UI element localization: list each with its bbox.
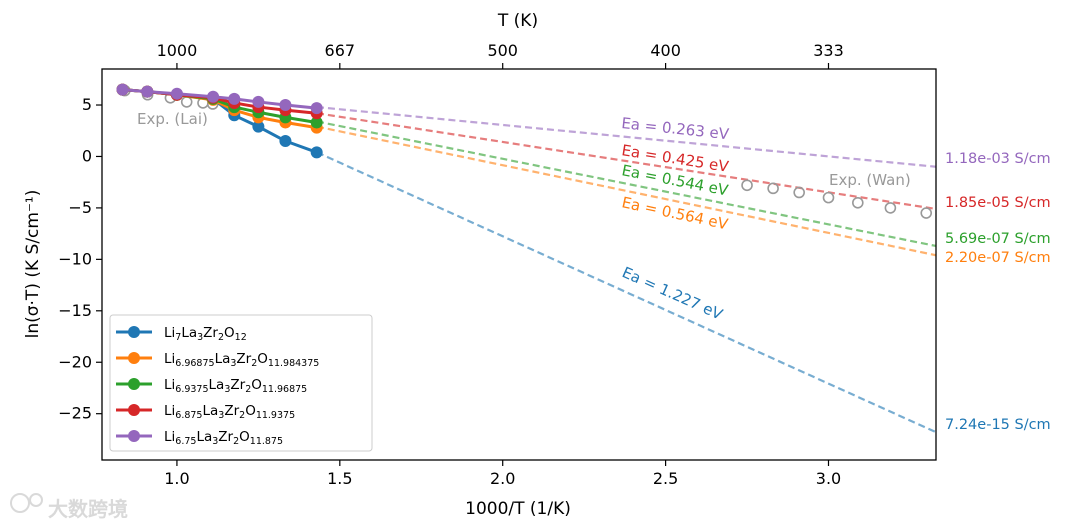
x-tick-label: 2.5: [653, 469, 678, 488]
ea-label-orange: Ea = 0.564 eV: [620, 193, 730, 233]
legend-marker: [128, 326, 140, 338]
data-point: [310, 102, 323, 115]
rt-label-green: 5.69e-07 S/cm: [945, 231, 1051, 247]
data-point: [116, 83, 129, 96]
top-tick-label: 400: [650, 41, 681, 60]
x-axis-label: 1000/T (1/K): [465, 499, 571, 519]
y-tick-label: −20: [58, 352, 92, 371]
legend-label: Li7La3Zr2O12: [164, 325, 247, 343]
exp-point: [180, 96, 193, 108]
fit-line: [316, 120, 937, 248]
watermark-text: 大数跨境: [48, 497, 128, 521]
top-tick-label: 1000: [157, 41, 198, 60]
watermark-logo-icon: [10, 493, 30, 513]
x-tick-label: 1.0: [164, 469, 189, 488]
rt-label-red: 1.85e-05 S/cm: [945, 195, 1051, 211]
data-point: [252, 120, 265, 133]
legend-marker: [128, 430, 140, 442]
rt-label-purple: 1.18e-03 S/cm: [945, 151, 1051, 167]
axes-frame: [101, 68, 937, 461]
data-point: [207, 90, 220, 103]
exp-point: [852, 196, 864, 209]
legend: Li7La3Zr2O12 Li6.96875La3Zr2O11.984375 L…: [109, 314, 373, 452]
top-tick-label: 500: [487, 41, 518, 60]
rt-label-orange: 2.20e-07 S/cm: [945, 250, 1051, 266]
legend-entry: Li7La3Zr2O12: [116, 325, 247, 343]
y-axis-label: ln(σ·T) (K S/cm⁻¹): [23, 190, 43, 339]
data-point: [279, 135, 292, 148]
exp-point: [822, 191, 835, 204]
data-point: [170, 87, 183, 100]
fit-line: [316, 112, 937, 211]
fit-line: [316, 151, 937, 434]
exp-lai-label: Exp. (Lai): [137, 110, 208, 128]
watermark-logo-icon: [29, 493, 43, 507]
fit-line: [316, 105, 937, 168]
y-tick-label: −10: [58, 249, 92, 268]
rt-label-blue: 7.24e-15 S/cm: [945, 417, 1051, 433]
legend-marker: [128, 352, 140, 364]
y-tick-label: 0: [82, 146, 92, 165]
top-tick-label: 333: [813, 41, 844, 60]
x-tick-label: 2.0: [490, 469, 515, 488]
exp-point: [920, 207, 933, 219]
exp-wan-label: Exp. (Wan): [829, 171, 911, 189]
y-tick-label: −15: [58, 301, 92, 320]
axes: 1.0 1.5 2.0 2.5 3.0 1000 667 500 400 333 5 0 −5 −10 −1…: [58, 41, 937, 488]
exp-point: [884, 202, 897, 214]
data-point: [228, 92, 241, 105]
legend-marker: [128, 378, 140, 390]
fit-line: [316, 125, 937, 257]
data-point: [310, 146, 323, 159]
y-tick-label: −5: [68, 198, 92, 217]
exp-point: [767, 182, 779, 195]
x-tick-label: 3.0: [816, 469, 841, 488]
exp-point: [793, 186, 805, 199]
y-tick-label: 5: [82, 95, 92, 114]
y-tick-label: −25: [58, 404, 92, 423]
legend-marker: [128, 404, 140, 416]
data-point: [310, 116, 323, 129]
ea-label-text: Ea = 0.564 eV: [620, 193, 730, 233]
ea-label-blue: Ea = 1.227 eV: [619, 263, 726, 324]
watermark: 大数跨境: [10, 493, 128, 521]
exp-point: [741, 179, 753, 192]
top-axis-label: T (K): [497, 11, 538, 31]
data-point: [279, 99, 292, 112]
ea-label-text: Ea = 1.227 eV: [619, 263, 726, 324]
x-tick-label: 1.5: [327, 469, 352, 488]
data-point: [141, 85, 154, 98]
plot-area: [116, 83, 937, 434]
data-point: [252, 95, 265, 108]
top-tick-label: 667: [325, 41, 356, 60]
legend-box: [109, 314, 373, 452]
